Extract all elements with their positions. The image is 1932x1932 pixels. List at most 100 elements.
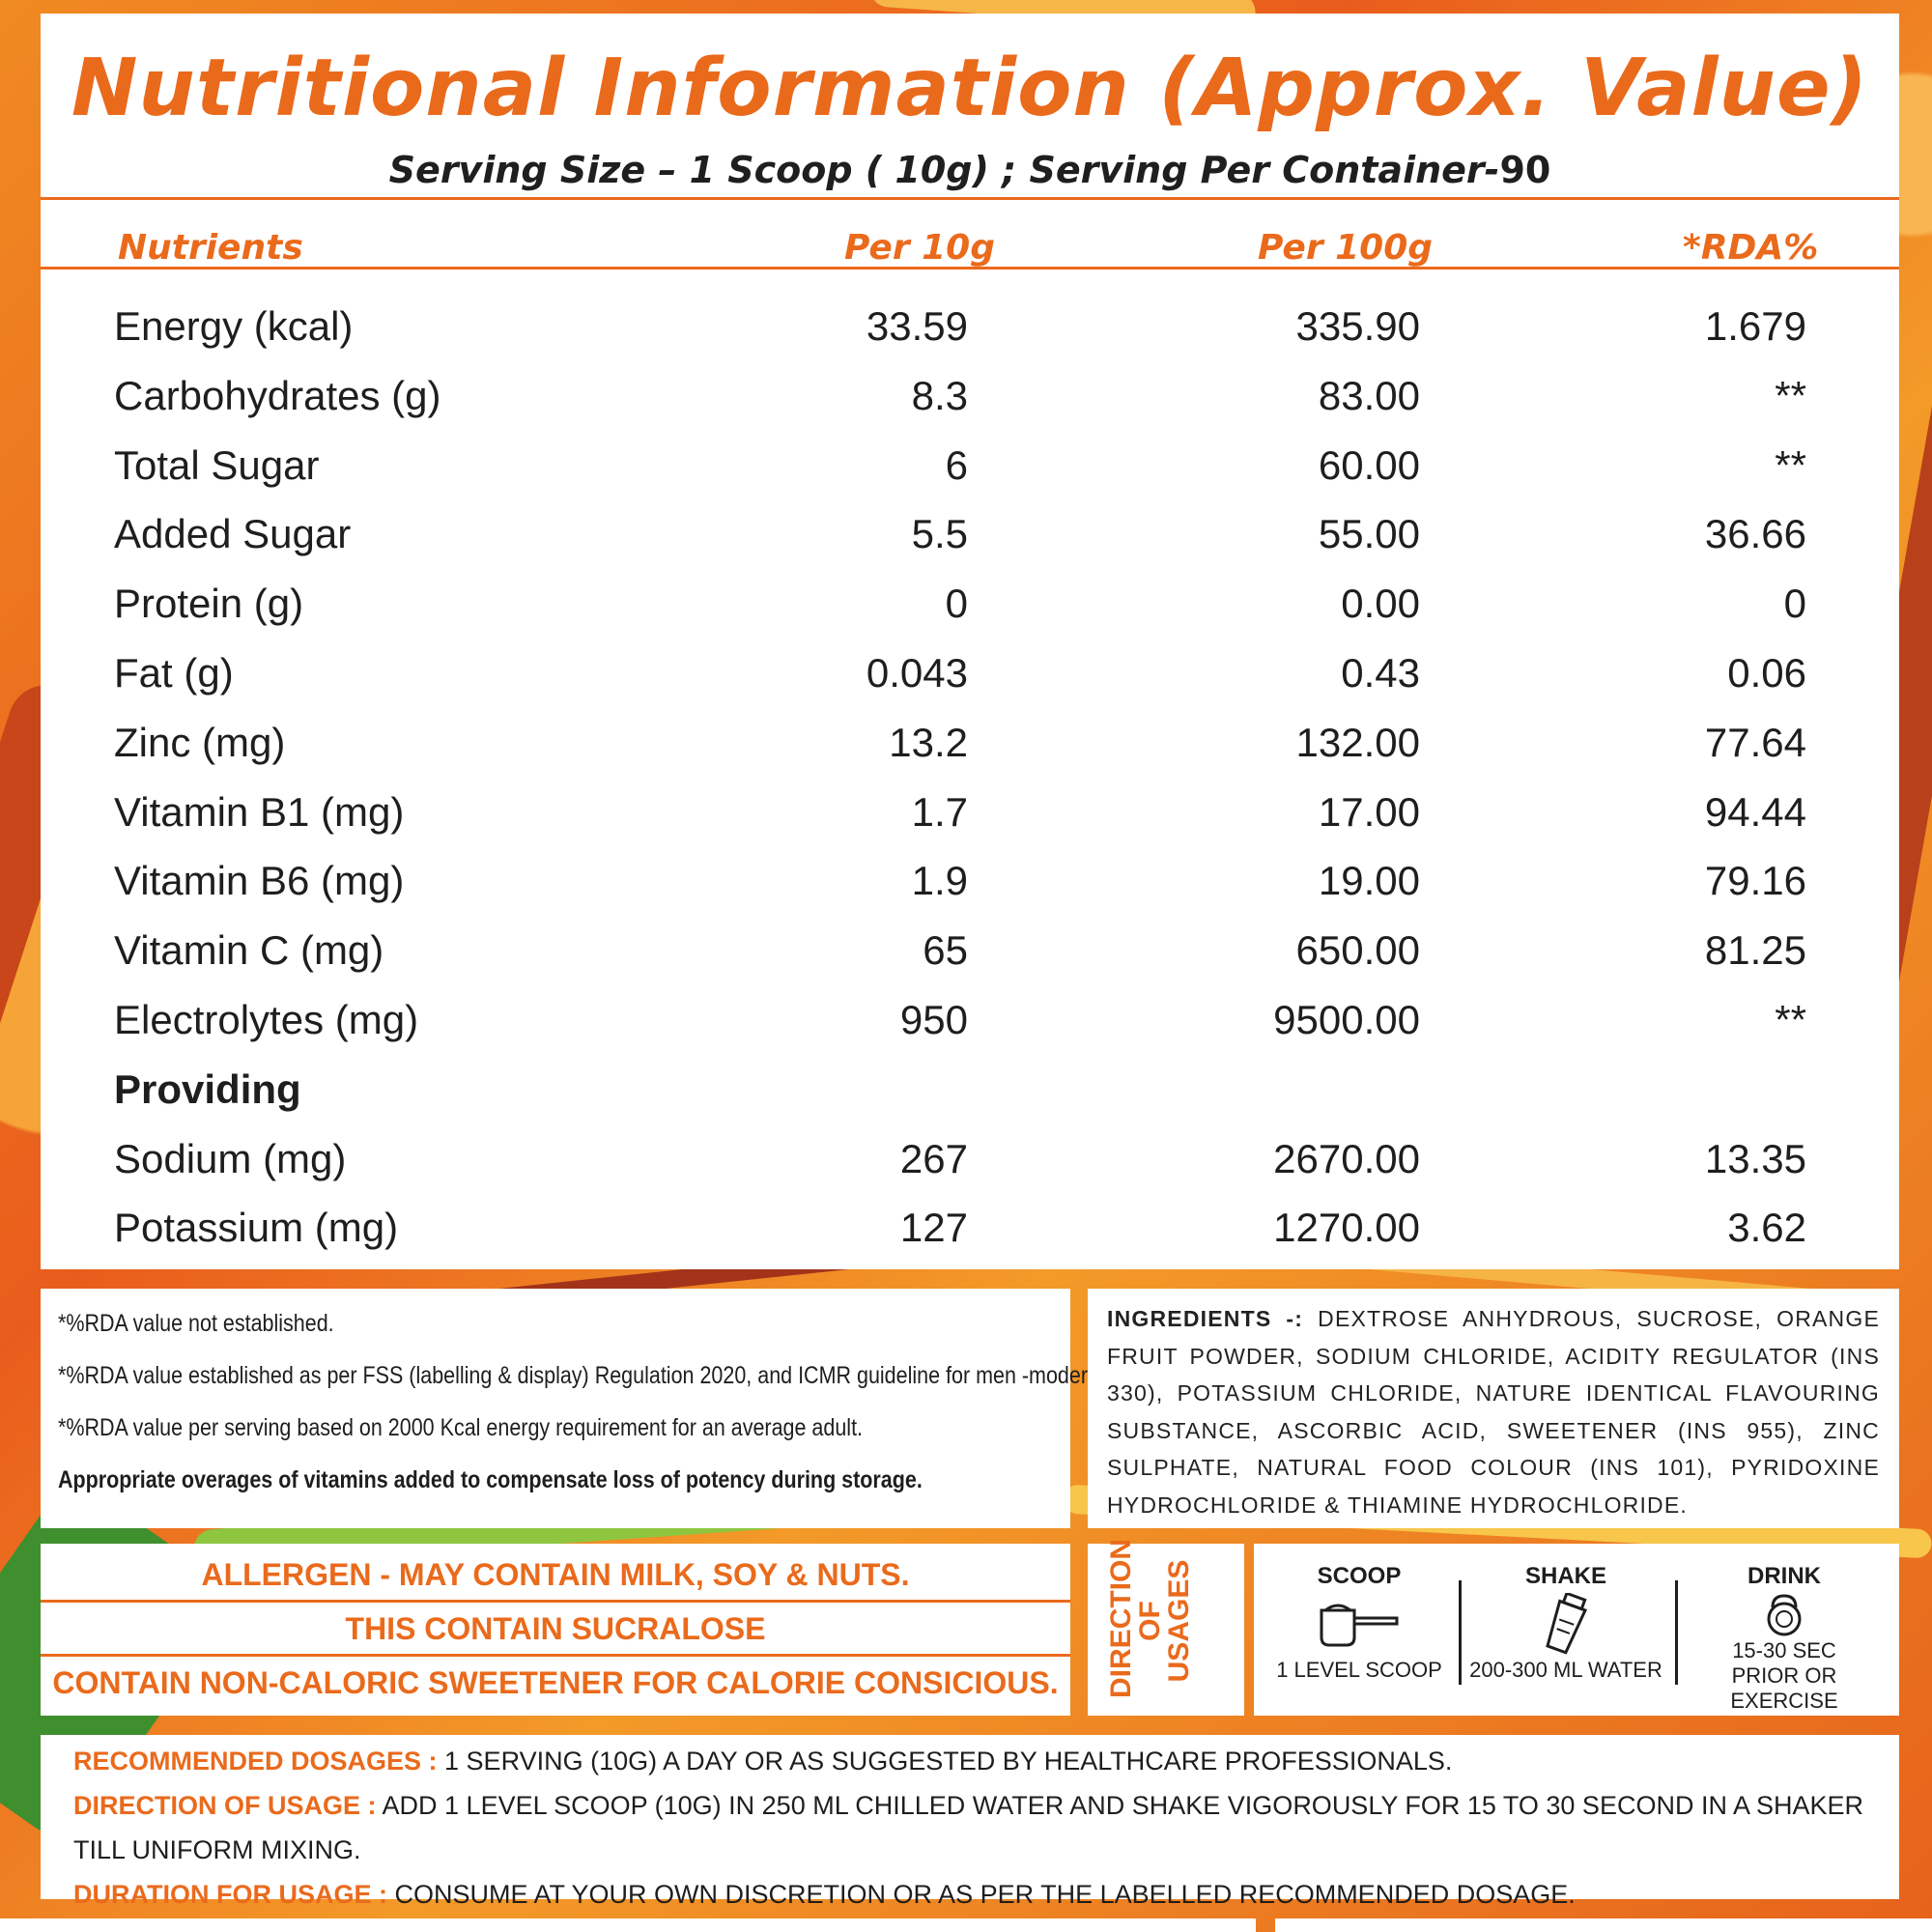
usage-text: ADD 1 LEVEL SCOOP (10G) IN 250 ML CHILLE… bbox=[73, 1791, 1864, 1864]
allergen-line: ALLERGEN - MAY CONTAIN MILK, SOY & NUTS. bbox=[201, 1557, 910, 1592]
table-row: Electrolytes (mg) 950 9500.00 ** bbox=[41, 987, 1899, 1057]
nutrient-name: Carbohydrates (g) bbox=[114, 372, 441, 418]
value-rda: 81.25 bbox=[1704, 927, 1806, 974]
rda-notes-panel: *%RDA value not established. *%RDA value… bbox=[41, 1289, 1172, 1528]
note-line: *%RDA value not established. bbox=[58, 1310, 334, 1337]
header-nutrients: Nutrients bbox=[118, 228, 303, 268]
dosage-label: RECOMMENDED DOSAGES : bbox=[73, 1747, 438, 1776]
value-rda: 79.16 bbox=[1704, 858, 1806, 904]
value-rda: 0.06 bbox=[1727, 649, 1806, 696]
table-row: Sodium (mg) 267 2670.00 13.35 bbox=[41, 1126, 1899, 1196]
step-scoop: SCOOP 1 LEVEL SCOOP bbox=[1258, 1563, 1461, 1683]
value-per-100g: 17.00 bbox=[1318, 788, 1420, 835]
recommended-dosage: RECOMMENDED DOSAGES : 1 SERVING (10G) A … bbox=[73, 1739, 1866, 1783]
table-row: Potassium (mg) 127 1270.00 3.62 bbox=[41, 1195, 1899, 1264]
direction-of-usages-label: DIRECTION OF USAGES bbox=[1105, 1539, 1195, 1698]
step-title: DRINK bbox=[1747, 1563, 1821, 1589]
shaker-icon bbox=[1464, 1590, 1667, 1658]
nutrient-name: Protein (g) bbox=[114, 581, 304, 627]
usage-steps-panel: SCOOP 1 LEVEL SCOOP SHAKE 200-300 ML WAT… bbox=[1254, 1544, 1899, 1716]
subheading-providing: Providing bbox=[114, 1065, 301, 1112]
table-row: Vitamin B1 (mg) 1.7 17.00 94.44 bbox=[41, 780, 1899, 849]
table-row: Zinc (mg) 13.2 132.00 77.64 bbox=[41, 710, 1899, 780]
serving-size-line: Serving Size – 1 Scoop ( 10g) ; Serving … bbox=[41, 149, 1899, 191]
table-row: Energy (kcal) 33.59 335.90 1.679 bbox=[41, 294, 1899, 363]
table-row: Vitamin B6 (mg) 1.9 19.00 79.16 bbox=[41, 848, 1899, 918]
nutrient-name: Zinc (mg) bbox=[114, 719, 286, 765]
value-per-100g: 1270.00 bbox=[1273, 1205, 1420, 1251]
value-per-100g: 650.00 bbox=[1295, 927, 1420, 974]
step-shake: SHAKE 200-300 ML WATER bbox=[1464, 1563, 1667, 1683]
value-per-10g: 0 bbox=[945, 581, 968, 627]
value-rda: 94.44 bbox=[1704, 788, 1806, 835]
nutrient-name: Electrolytes (mg) bbox=[114, 996, 419, 1042]
sucralose-line: THIS CONTAIN SUCRALOSE bbox=[345, 1611, 766, 1646]
value-per-10g: 950 bbox=[899, 996, 968, 1042]
ingredients-label: INGREDIENTS -: bbox=[1107, 1306, 1304, 1331]
value-per-100g: 60.00 bbox=[1318, 441, 1420, 488]
step-title: SCOOP bbox=[1317, 1563, 1402, 1589]
value-per-10g: 33.59 bbox=[866, 303, 968, 349]
serving-size-text: Serving Size – 1 Scoop ( 10g) ; Serving … bbox=[388, 149, 1500, 191]
value-per-100g: 19.00 bbox=[1318, 858, 1420, 904]
value-per-10g: 127 bbox=[899, 1205, 968, 1251]
direction-label-line: USAGES bbox=[1163, 1559, 1195, 1683]
table-row: Carbohydrates (g) 8.3 83.00 ** bbox=[41, 363, 1899, 433]
value-per-100g: 0.43 bbox=[1341, 649, 1420, 696]
note-line: Appropriate overages of vitamins added t… bbox=[58, 1466, 923, 1493]
table-row: Total Sugar 6 60.00 ** bbox=[41, 433, 1899, 502]
value-per-100g: 9500.00 bbox=[1273, 996, 1420, 1042]
step-caption: 1 LEVEL SCOOP bbox=[1276, 1658, 1442, 1682]
nutrition-table-panel: Nutritional Information (Approx. Value) … bbox=[41, 14, 1899, 1269]
value-rda: ** bbox=[1775, 441, 1806, 488]
table-row: Fat (g) 0.043 0.43 0.06 bbox=[41, 640, 1899, 710]
step-drink: DRINK 15-30 SEC PRIOR OR EXERCISE bbox=[1683, 1563, 1886, 1714]
step-caption: 200-300 ML WATER bbox=[1469, 1658, 1662, 1682]
direction-label-line: DIRECTION bbox=[1105, 1539, 1137, 1698]
value-per-10g: 13.2 bbox=[889, 719, 968, 765]
nutrient-name: Vitamin B1 (mg) bbox=[114, 788, 405, 835]
divider bbox=[1675, 1580, 1678, 1685]
value-per-100g: 55.00 bbox=[1318, 511, 1420, 557]
nutrient-name: Fat (g) bbox=[114, 649, 234, 696]
value-per-10g: 6 bbox=[945, 441, 968, 488]
nutrient-rows: Energy (kcal) 33.59 335.90 1.679 Carbohydra… bbox=[41, 294, 1899, 1264]
bottom-strip bbox=[1275, 1918, 1932, 1932]
ingredients-panel: INGREDIENTS -: DEXTROSE ANHYDROUS, SUCRO… bbox=[1088, 1289, 1899, 1528]
value-per-10g: 1.7 bbox=[911, 788, 968, 835]
value-per-100g: 0.00 bbox=[1341, 581, 1420, 627]
table-row: Added Sugar 5.5 55.00 36.66 bbox=[41, 501, 1899, 571]
allergen-panel: ALLERGEN - MAY CONTAIN MILK, SOY & NUTS.… bbox=[41, 1544, 1070, 1716]
ingredients-text: INGREDIENTS -: DEXTROSE ANHYDROUS, SUCRO… bbox=[1107, 1300, 1880, 1523]
divider bbox=[41, 1654, 1070, 1657]
step-title: SHAKE bbox=[1524, 1563, 1606, 1589]
nutrient-name: Added Sugar bbox=[114, 511, 352, 557]
dosage-panel: RECOMMENDED DOSAGES : 1 SERVING (10G) A … bbox=[41, 1735, 1899, 1909]
value-per-10g: 65 bbox=[923, 927, 968, 974]
direction-label-panel: DIRECTION OF USAGES bbox=[1088, 1539, 1244, 1716]
page-title: Nutritional Information (Approx. Value) bbox=[71, 43, 1869, 134]
nutrient-name: Vitamin B6 (mg) bbox=[114, 858, 405, 904]
duration-label: DURATION FOR USAGE : bbox=[73, 1880, 387, 1909]
value-rda: 1.679 bbox=[1704, 303, 1806, 349]
value-per-10g: 1.9 bbox=[911, 858, 968, 904]
header-per-10g: Per 10g bbox=[844, 228, 995, 268]
ingredients-list: DEXTROSE ANHYDROUS, SUCROSE, ORANGE FRUI… bbox=[1107, 1306, 1880, 1518]
note-line: *%RDA value per serving based on 2000 Kc… bbox=[58, 1414, 864, 1441]
value-per-100g: 83.00 bbox=[1318, 372, 1420, 418]
scoop-icon bbox=[1258, 1590, 1461, 1658]
duration-text: CONSUME AT YOUR OWN DISCRETION OR AS PER… bbox=[387, 1880, 1576, 1909]
step-caption: 15-30 SEC PRIOR OR EXERCISE bbox=[1730, 1638, 1838, 1713]
value-per-10g: 5.5 bbox=[911, 511, 968, 557]
usage-label: DIRECTION OF USAGE : bbox=[73, 1791, 377, 1820]
value-rda: 36.66 bbox=[1704, 511, 1806, 557]
bottom-strip bbox=[0, 1918, 1256, 1932]
header-per-100g: Per 100g bbox=[1258, 228, 1434, 268]
duration-for-usage: DURATION FOR USAGE : CONSUME AT YOUR OWN… bbox=[73, 1872, 1866, 1917]
value-rda: ** bbox=[1775, 372, 1806, 418]
value-rda: 0 bbox=[1783, 581, 1806, 627]
kettlebell-icon bbox=[1683, 1590, 1886, 1638]
note-line: *%RDA value established as per FSS (labe… bbox=[58, 1362, 1173, 1389]
nutrient-name: Sodium (mg) bbox=[114, 1135, 347, 1181]
table-row: Vitamin C (mg) 65 650.00 81.25 bbox=[41, 918, 1899, 987]
